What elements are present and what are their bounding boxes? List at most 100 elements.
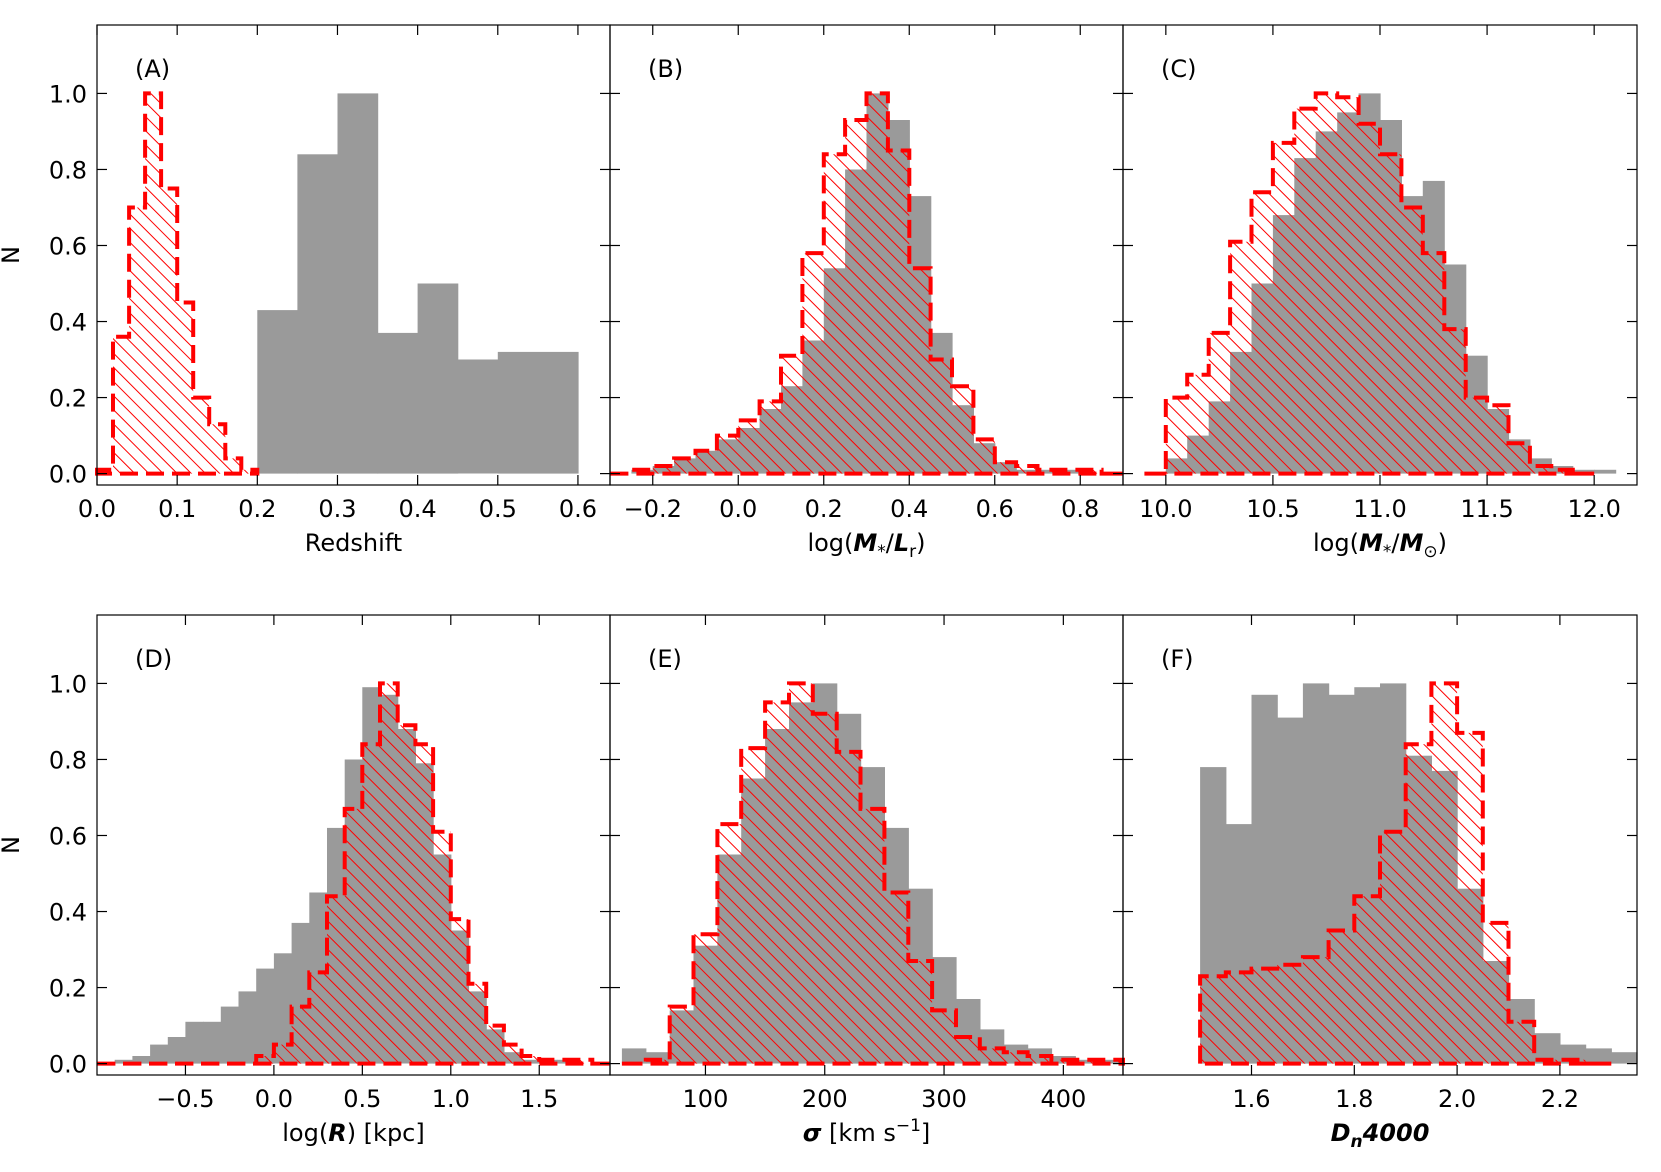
- x-tick-label: 0.3: [318, 495, 356, 523]
- y-tick-label: 1.0: [49, 80, 87, 108]
- x-tick-label: 0.5: [479, 495, 517, 523]
- x-tick-label: 10.5: [1246, 495, 1299, 523]
- x-tick-label: 12.0: [1567, 495, 1620, 523]
- x-axis-label-part: log(: [282, 1119, 328, 1147]
- panel-label: (A): [135, 55, 170, 83]
- x-tick-label: 0.0: [719, 495, 757, 523]
- x-axis-label-part: /: [1391, 529, 1400, 557]
- x-axis-label-part: 4000: [1362, 1119, 1430, 1147]
- x-axis-label-part: D: [1331, 1119, 1351, 1147]
- x-tick-label: 2.0: [1438, 1085, 1476, 1113]
- red-hatched-histogram: [610, 91, 1123, 476]
- y-tick-label: 0.0: [49, 1051, 87, 1079]
- gray-bar: [1585, 1048, 1612, 1064]
- x-tick-label: 200: [802, 1085, 848, 1113]
- red-hatched-histogram: [1144, 91, 1595, 476]
- x-axis-label-part: [km s: [821, 1119, 895, 1147]
- x-axis-label: log(R) [kpc]: [282, 1119, 424, 1147]
- gray-bar: [417, 283, 459, 474]
- panel-label: (F): [1161, 645, 1194, 673]
- x-axis-label-part: /: [886, 529, 895, 557]
- gray-bar: [257, 310, 298, 474]
- x-tick-label: 300: [921, 1085, 967, 1113]
- x-tick-label: 0.2: [805, 495, 843, 523]
- x-axis-label: Dn4000: [1331, 1119, 1430, 1152]
- x-axis-label-part: log(: [1313, 529, 1359, 557]
- gray-bar: [1594, 469, 1617, 474]
- x-axis-label-part: log(: [807, 529, 853, 557]
- gray-bar: [185, 1021, 204, 1064]
- gray-bar: [297, 154, 339, 474]
- x-axis-label-part: ): [916, 529, 925, 557]
- x-tick-label: 10.0: [1139, 495, 1192, 523]
- gray-bar: [256, 968, 275, 1064]
- x-tick-label: 0.4: [890, 495, 928, 523]
- x-tick-label: 0.0: [255, 1085, 293, 1113]
- x-axis-label-part: ]: [921, 1119, 930, 1147]
- x-axis-label: log(M*/Lr): [807, 529, 925, 562]
- panel-label: (B): [648, 55, 683, 83]
- y-tick-label: 0.4: [49, 309, 87, 337]
- y-tick-label: 0.6: [49, 232, 87, 260]
- panel-c: 10.0 10.5 11.0 11.5 12.0(C)log(M*/M⊙): [1122, 24, 1638, 562]
- y-tick-label: 0.2: [49, 385, 87, 413]
- y-tick-label: 1.0: [49, 670, 87, 698]
- x-axis-label: Redshift: [305, 529, 402, 557]
- x-axis-label-part: L: [894, 529, 909, 557]
- x-tick-label: 2.2: [1541, 1085, 1579, 1113]
- x-tick-label: 1.8: [1335, 1085, 1373, 1113]
- x-tick-label: 1.0: [432, 1085, 470, 1113]
- x-axis-label-part: ⊙: [1423, 542, 1437, 562]
- gray-bar: [150, 1044, 169, 1064]
- x-tick-label: 0.0: [78, 495, 116, 523]
- panel-e: 100 200 300 400 (E) σ [km s−1]: [609, 614, 1125, 1147]
- y-tick-label: 0.8: [49, 156, 87, 184]
- gray-bar: [377, 332, 419, 474]
- x-axis-label-part: σ: [803, 1119, 822, 1147]
- y-axis-label: N: [0, 836, 25, 854]
- red-hatched-histogram: [621, 681, 1125, 1066]
- y-tick-label: 0.0: [49, 461, 87, 489]
- panel-b: −0.2 0.0 0.2 0.4 0.6 0.8 (B) log(M*/Lr): [609, 24, 1124, 562]
- x-axis-label-part: R: [328, 1119, 346, 1147]
- x-axis-label: log(M*/M⊙): [1313, 529, 1447, 562]
- x-tick-label: 100: [683, 1085, 729, 1113]
- x-axis-label-part: M: [1359, 529, 1383, 557]
- x-tick-label: 0.6: [976, 495, 1014, 523]
- gray-bar: [220, 1006, 240, 1064]
- x-axis-label-part: *: [877, 542, 886, 562]
- x-tick-label: 11.0: [1353, 495, 1406, 523]
- x-tick-label: 0.1: [158, 495, 196, 523]
- panel-d: −0.5 0.0 0.5 1.0 1.5 0.0 0.2 0.4 0.6 0.8 1.0 N (D) lo…: [0, 614, 611, 1147]
- x-axis-label-part: M: [853, 529, 877, 557]
- gray-bar: [132, 1056, 151, 1064]
- red-hatched-histogram: [97, 681, 610, 1066]
- x-tick-label: −0.2: [624, 495, 682, 523]
- x-tick-label: 0.8: [1061, 495, 1099, 523]
- x-axis-label-part: r: [909, 542, 916, 562]
- x-axis-label-part: M: [1399, 529, 1423, 557]
- x-axis-label: σ [km s−1]: [803, 1116, 931, 1147]
- red-hatched-histogram: [95, 91, 260, 476]
- y-tick-label: 0.6: [49, 822, 87, 850]
- panel-label: (E): [648, 645, 682, 673]
- panel-a: 0.0 0.1 0.2 0.3 0.4 0.5 0.6 0.0 0.2 0.4 0.6 0.8 1.0 N…: [0, 24, 611, 557]
- x-axis-label-part: n: [1351, 1132, 1363, 1152]
- panel-f: 1.6 1.8 2.0 2.2 (F) Dn4000: [1122, 614, 1638, 1152]
- gray-bar: [238, 991, 257, 1064]
- gray-bar: [1611, 1052, 1638, 1064]
- x-tick-label: 1.5: [520, 1085, 558, 1113]
- x-tick-label: 0.2: [238, 495, 276, 523]
- x-axis-label-part: −1: [896, 1116, 921, 1136]
- gray-bar: [497, 351, 579, 474]
- x-tick-label: 1.6: [1232, 1085, 1270, 1113]
- red-hatched-histogram: [1198, 681, 1612, 1066]
- panel-label: (D): [135, 645, 172, 673]
- x-axis-label-part: ): [1438, 529, 1447, 557]
- panel-label: (C): [1161, 55, 1196, 83]
- x-tick-label: 400: [1040, 1085, 1086, 1113]
- x-tick-label: 0.4: [399, 495, 437, 523]
- gray-bar: [273, 953, 293, 1064]
- gray-bar: [203, 1021, 222, 1064]
